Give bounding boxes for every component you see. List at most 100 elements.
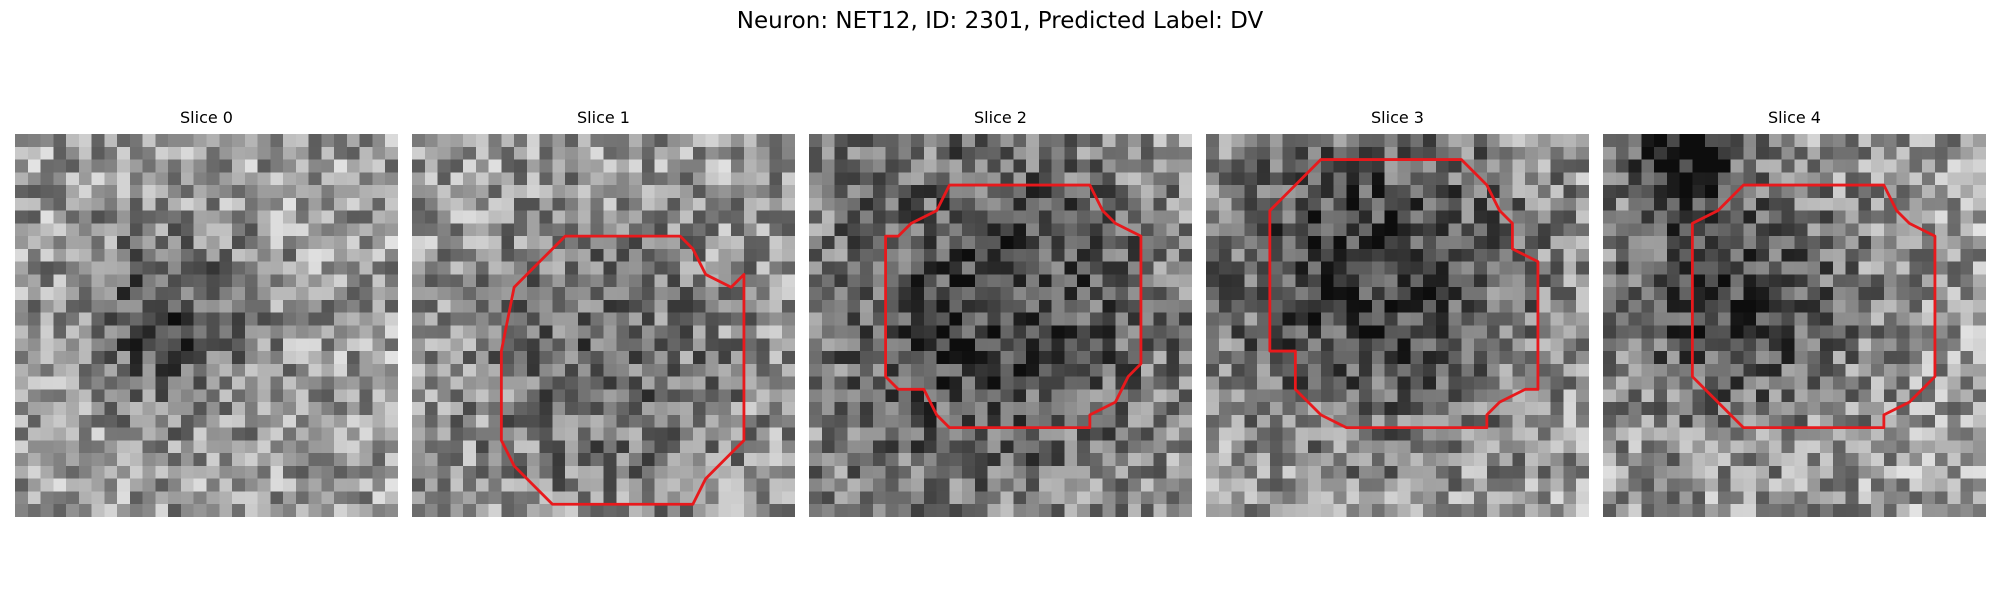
pixel [308, 376, 322, 390]
pixel [193, 325, 207, 339]
pixel [1423, 223, 1437, 237]
pixel [1934, 236, 1948, 250]
pixel [424, 402, 438, 416]
pixel [1231, 389, 1245, 403]
pixel [1206, 478, 1220, 492]
pixel [1692, 261, 1706, 275]
pixel [334, 312, 348, 326]
pixel [616, 210, 630, 224]
pixel [743, 491, 757, 505]
pixel [1641, 312, 1655, 326]
pixel [936, 287, 950, 301]
pixel [1461, 427, 1475, 441]
pixel [283, 402, 297, 416]
pixel [257, 414, 271, 428]
pixel [1896, 274, 1910, 288]
pixel [1973, 376, 1986, 390]
pixel [117, 389, 131, 403]
pixel [129, 299, 143, 313]
pixel [705, 427, 719, 441]
pixel [923, 197, 937, 211]
pixel [1346, 478, 1360, 492]
pixel [463, 376, 477, 390]
pixel [974, 274, 988, 288]
pixel [219, 414, 233, 428]
pixel [66, 261, 80, 275]
pixel [1563, 478, 1577, 492]
pixel [526, 504, 540, 517]
pixel [40, 414, 54, 428]
pixel [206, 325, 220, 339]
pixel [1102, 325, 1116, 339]
pixel [860, 146, 874, 160]
pixel [40, 465, 54, 479]
pixel [104, 402, 118, 416]
pixel [450, 223, 464, 237]
pixel [1743, 363, 1757, 377]
pixel [1244, 338, 1258, 352]
pixel [321, 159, 335, 173]
pixel [1628, 172, 1642, 186]
pixel [1973, 402, 1986, 416]
pixel [705, 351, 719, 365]
pixel [283, 363, 297, 377]
pixel [1474, 261, 1488, 275]
pixel [1486, 414, 1500, 428]
pixel [40, 453, 54, 467]
pixel [142, 223, 156, 237]
pixel [718, 440, 732, 454]
pixel [1026, 465, 1040, 479]
pixel [1218, 465, 1232, 479]
pixel [809, 134, 823, 148]
pixel [117, 491, 131, 505]
pixel [1858, 248, 1872, 262]
pixel [705, 248, 719, 262]
pixel [680, 159, 694, 173]
pixel [475, 159, 489, 173]
pixel [78, 351, 92, 365]
pixel [244, 504, 258, 517]
pixel [1077, 491, 1091, 505]
pixel [1603, 338, 1617, 352]
pixel [514, 351, 528, 365]
pixel [1832, 376, 1846, 390]
pixel [577, 236, 591, 250]
pixel [412, 478, 426, 492]
pixel [412, 172, 426, 186]
pixel [974, 299, 988, 313]
pixel [1550, 491, 1564, 505]
pixel [450, 287, 464, 301]
pixel [1537, 299, 1551, 313]
pixel [1410, 159, 1424, 173]
pixel [641, 363, 655, 377]
pixel [1525, 440, 1539, 454]
pixel [1832, 159, 1846, 173]
pixel [219, 172, 233, 186]
pixel [1845, 504, 1859, 517]
pixel [1371, 312, 1385, 326]
pixel [974, 287, 988, 301]
pixel [514, 299, 528, 313]
pixel [1064, 236, 1078, 250]
pixel [847, 402, 861, 416]
slice-panel-3: Slice 3 [1206, 108, 1589, 521]
pixel [334, 185, 348, 199]
pixel [629, 134, 643, 148]
pixel [1179, 312, 1192, 326]
pixel [718, 389, 732, 403]
pixel [1474, 414, 1488, 428]
pixel [1679, 210, 1693, 224]
pixel [1692, 402, 1706, 416]
pixel [936, 236, 950, 250]
pixel [1000, 146, 1014, 160]
pixel [1845, 325, 1859, 339]
pixel [1692, 197, 1706, 211]
pixel [1282, 440, 1296, 454]
pixel [437, 325, 451, 339]
pixel [603, 299, 617, 313]
pixel [1960, 248, 1974, 262]
pixel [1231, 351, 1245, 365]
pixel [1692, 223, 1706, 237]
pixel [346, 159, 360, 173]
pixel [514, 159, 528, 173]
